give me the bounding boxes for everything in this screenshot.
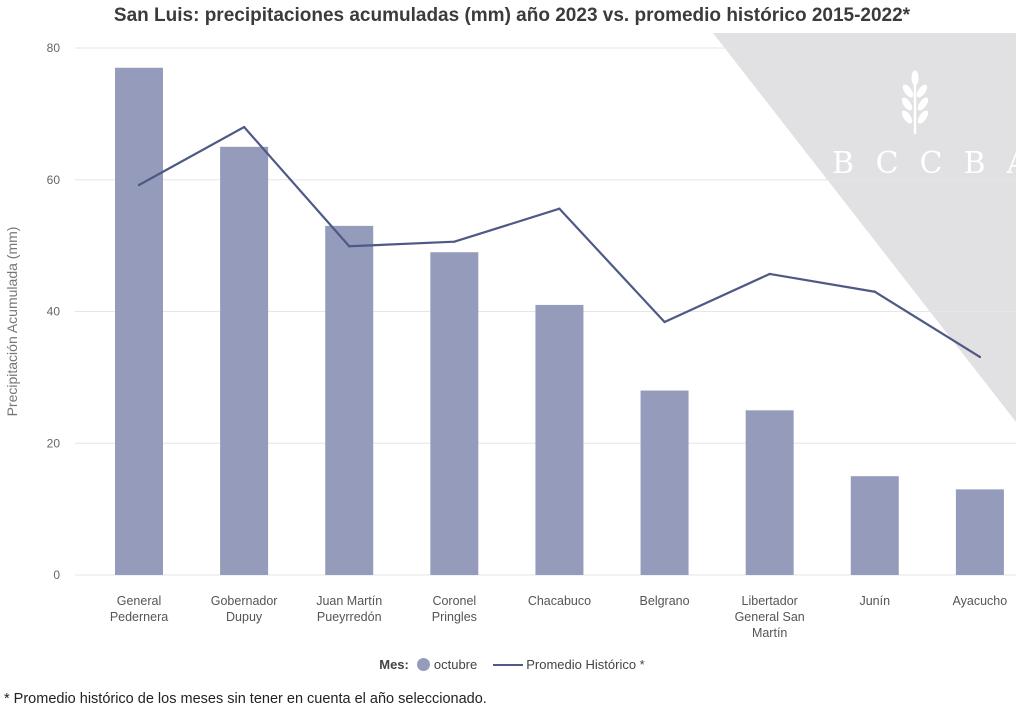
legend-bar-swatch[interactable] bbox=[416, 658, 430, 671]
x-tick-label: Chacabuco bbox=[528, 594, 591, 608]
y-tick-label: 60 bbox=[47, 173, 61, 187]
footnote: * Promedio histórico de los meses sin te… bbox=[4, 691, 487, 707]
y-tick-label: 0 bbox=[53, 568, 60, 582]
x-tick-label: Gobernador Dupuy bbox=[211, 594, 278, 624]
chart-title: San Luis: precipitaciones acumuladas (mm… bbox=[113, 5, 911, 26]
y-tick-label: 40 bbox=[47, 305, 61, 319]
y-tick-label: 80 bbox=[47, 41, 61, 55]
bar[interactable] bbox=[220, 146, 269, 575]
x-tick-label: Belgrano bbox=[640, 594, 690, 608]
legend: Mes: octubre Promedio Histórico * bbox=[0, 657, 1024, 672]
line-point bbox=[873, 290, 876, 293]
bar[interactable] bbox=[430, 252, 479, 575]
line-point bbox=[768, 272, 771, 276]
y-axis-title: Precipitación Acumulada (mm) bbox=[4, 227, 20, 417]
x-tick-label: Junín bbox=[859, 594, 890, 608]
x-tick-label: General Pedernera bbox=[110, 594, 168, 624]
y-tick-label: 20 bbox=[47, 436, 61, 450]
x-tick-label: Juan Martín Pueyrredón bbox=[316, 594, 382, 624]
bar[interactable] bbox=[535, 304, 584, 575]
watermark-triangle bbox=[713, 33, 1016, 422]
bar[interactable] bbox=[850, 476, 899, 575]
line-point bbox=[663, 320, 666, 324]
watermark-brand-text: BCCBA bbox=[832, 146, 1024, 181]
x-tick-label: Ayacucho bbox=[953, 594, 1008, 608]
line-point bbox=[453, 240, 456, 243]
legend-title: Mes: bbox=[379, 657, 409, 672]
bar[interactable] bbox=[115, 67, 163, 575]
legend-bar-label[interactable]: octubre bbox=[433, 657, 478, 672]
legend-line-swatch[interactable] bbox=[493, 663, 524, 666]
bar[interactable] bbox=[745, 410, 794, 575]
wheat-icon bbox=[901, 70, 929, 134]
x-tick-label: Libertador General San Martín bbox=[735, 594, 805, 640]
line-point bbox=[348, 245, 351, 248]
legend-line-label[interactable]: Promedio Histórico * bbox=[526, 657, 645, 672]
line-point bbox=[242, 125, 246, 129]
bar[interactable] bbox=[325, 225, 374, 576]
bar[interactable] bbox=[955, 489, 1004, 575]
line-point bbox=[978, 355, 982, 359]
x-tick-label: Coronel Pringles bbox=[432, 594, 477, 624]
bar[interactable] bbox=[640, 390, 689, 575]
line-point bbox=[558, 207, 561, 210]
line-point bbox=[137, 183, 141, 187]
